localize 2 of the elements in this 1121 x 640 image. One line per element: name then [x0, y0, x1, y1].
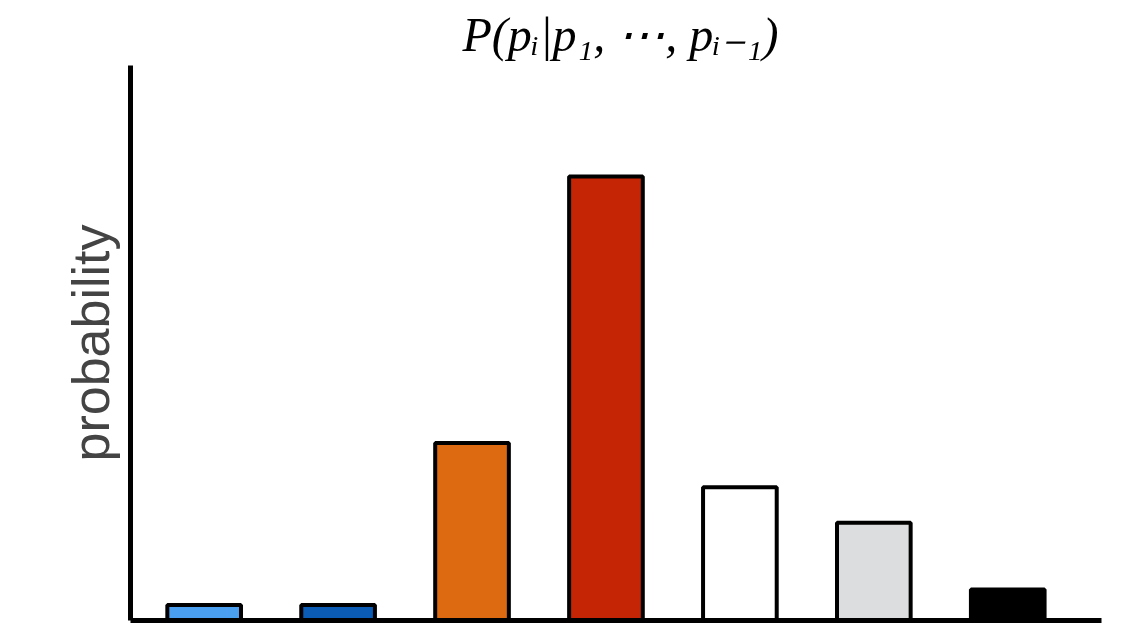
chart-title: P(pᵢ|p₁, ⋯, pᵢ₋₁) [461, 7, 779, 62]
y-axis-title: probability [61, 224, 120, 462]
